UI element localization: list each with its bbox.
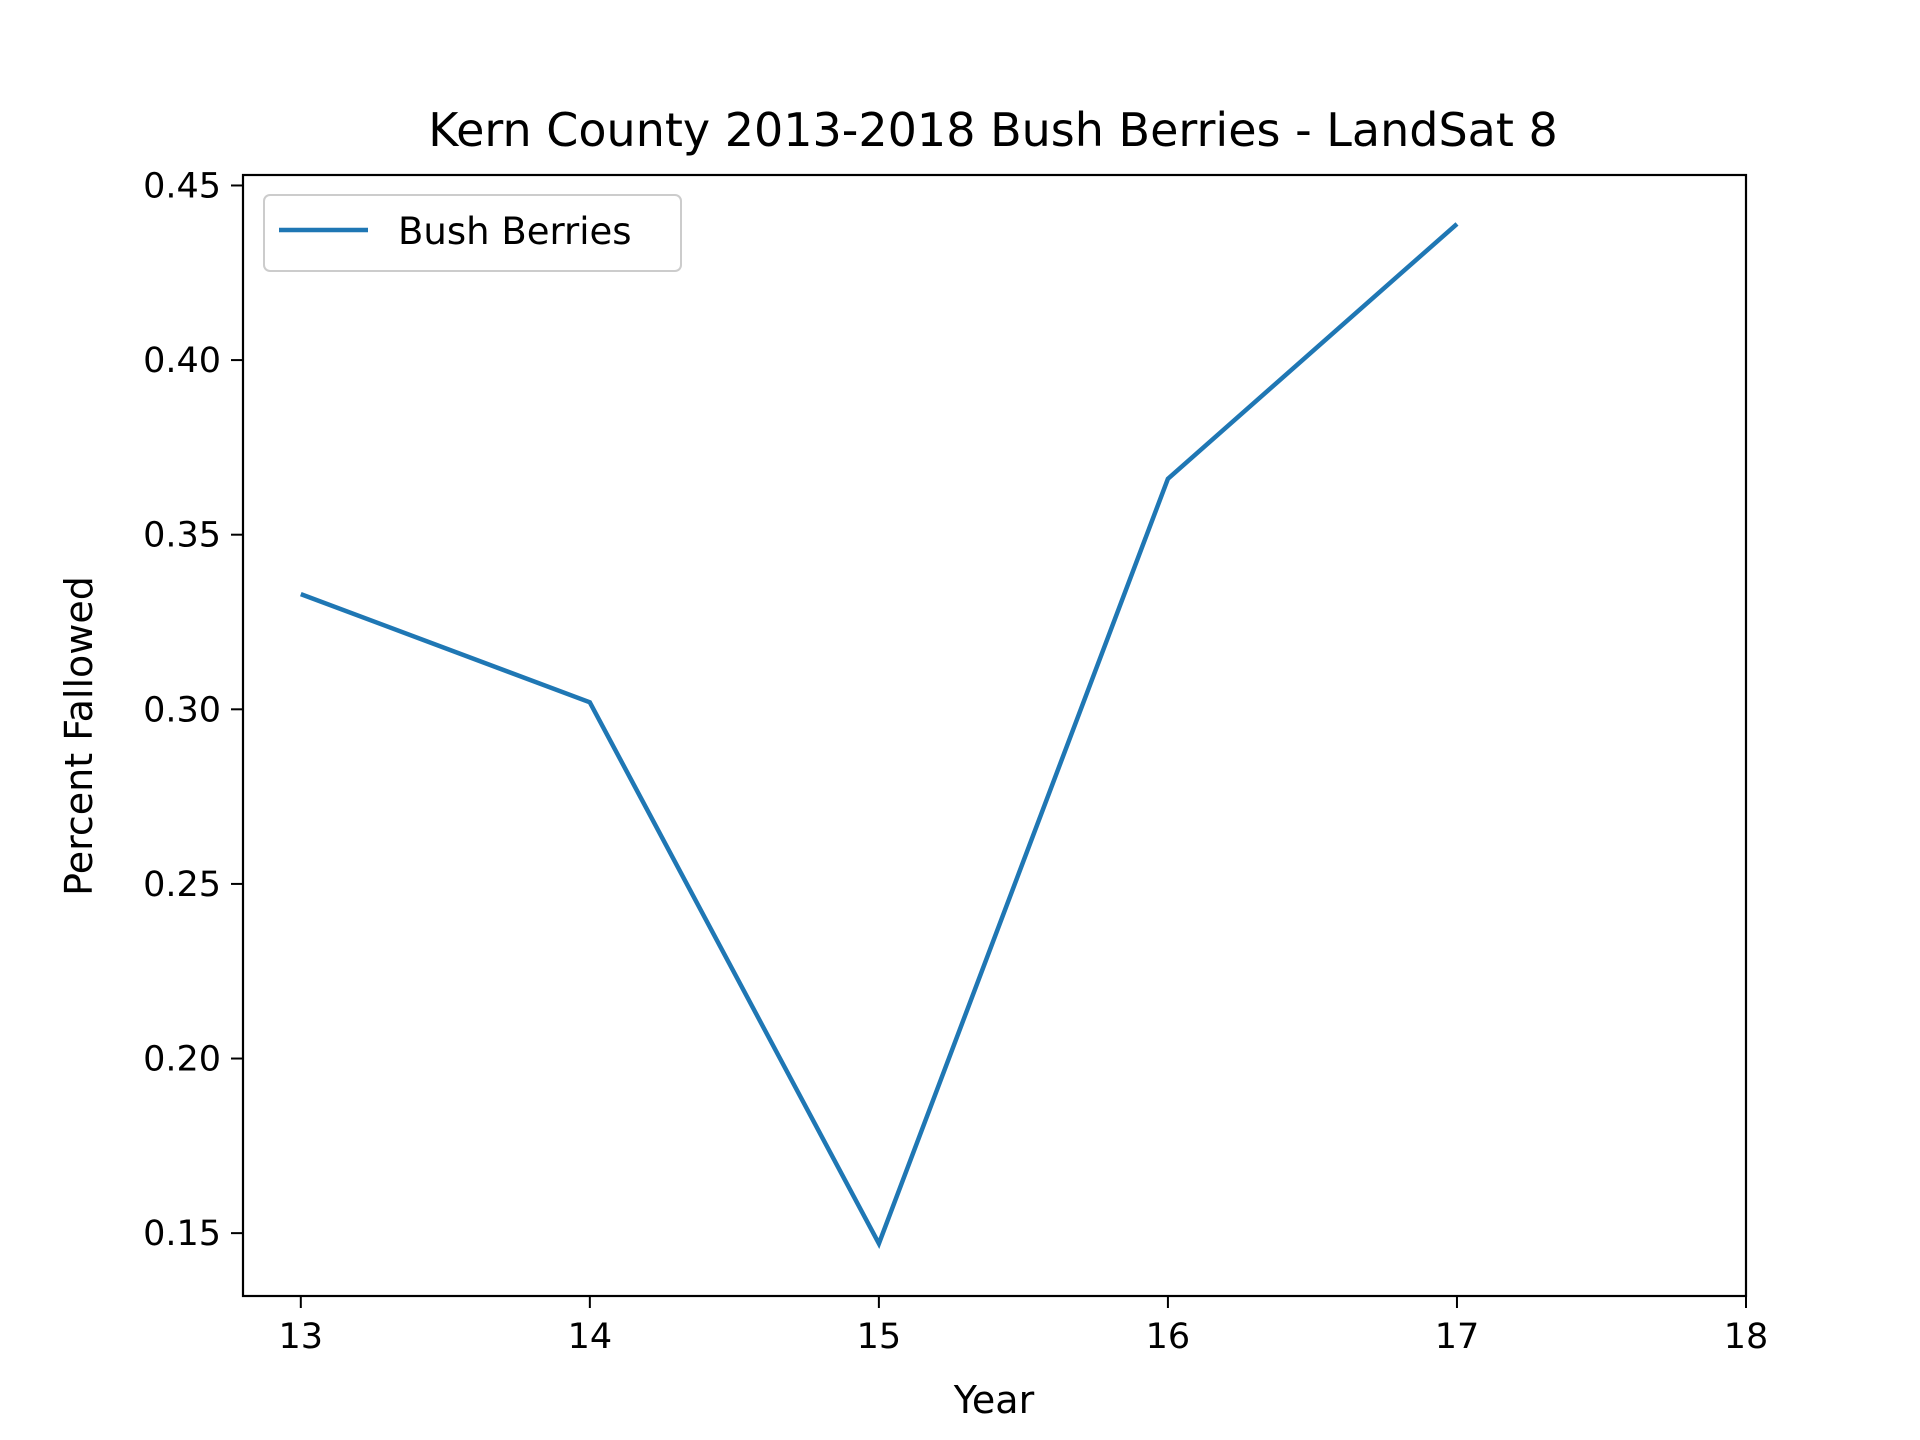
x-tick-label: 18: [1724, 1317, 1769, 1357]
y-axis-label: Percent Fallowed: [57, 576, 101, 896]
legend: Bush Berries: [263, 194, 682, 272]
x-axis-ticks: 13 14 15 16 17 18: [279, 1296, 1769, 1357]
plot-marks: [300, 222, 1459, 1250]
legend-box: [263, 194, 682, 272]
chart-title: Kern County 2013-2018 Bush Berries - Lan…: [428, 103, 1558, 157]
y-tick-label: 0.40: [143, 341, 221, 381]
x-axis-label: Year: [953, 1378, 1035, 1422]
x-tick-label: 13: [279, 1317, 324, 1357]
y-tick-label: 0.15: [143, 1214, 221, 1254]
legend-label: Bush Berries: [398, 210, 632, 253]
x-tick-label: 16: [1146, 1317, 1191, 1357]
x-tick-label: 14: [568, 1317, 613, 1357]
y-tick-label: 0.20: [143, 1040, 221, 1080]
y-tick-label: 0.25: [143, 865, 221, 905]
y-axis-ticks: 0.15 0.20 0.25 0.30 0.35 0.40 0.45: [143, 166, 243, 1254]
y-tick-label: 0.35: [143, 516, 221, 556]
plot-frame: [241, 173, 1748, 1298]
x-tick-label: 15: [857, 1317, 902, 1357]
y-tick-label: 0.45: [143, 166, 221, 206]
x-tick-label: 17: [1435, 1317, 1480, 1357]
y-tick-label: 0.30: [143, 690, 221, 730]
